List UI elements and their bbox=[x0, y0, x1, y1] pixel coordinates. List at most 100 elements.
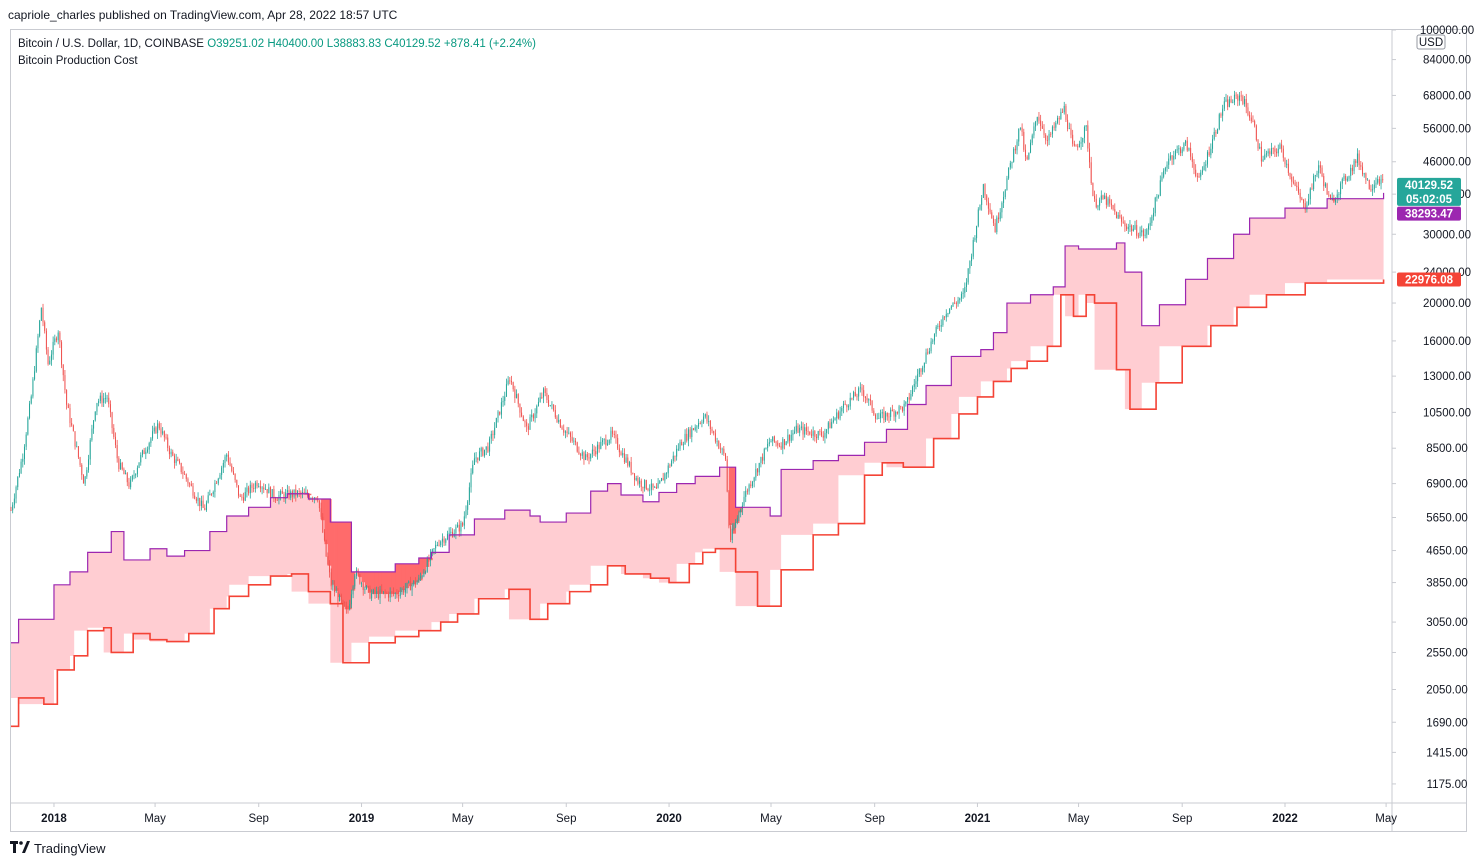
candle-body bbox=[789, 434, 791, 441]
candle-body bbox=[864, 396, 866, 399]
candle-body bbox=[1126, 226, 1128, 230]
candle-body bbox=[725, 453, 727, 460]
x-tick-label: Sep bbox=[864, 813, 884, 825]
candle-body bbox=[650, 483, 652, 490]
candle-body bbox=[258, 486, 260, 487]
candle-body bbox=[273, 489, 275, 499]
candle-body bbox=[1089, 148, 1091, 163]
candle-body bbox=[1092, 183, 1094, 197]
candle-body bbox=[1097, 205, 1099, 208]
candle-body bbox=[617, 437, 619, 449]
candle-body bbox=[305, 492, 307, 493]
candle-body bbox=[1262, 159, 1264, 162]
candle-body bbox=[72, 425, 74, 432]
candle-body bbox=[618, 448, 620, 453]
candle-body bbox=[986, 195, 988, 202]
candle-body bbox=[1036, 117, 1038, 122]
candle-body bbox=[162, 431, 164, 434]
candle-body bbox=[778, 445, 780, 447]
candle-body bbox=[460, 523, 462, 532]
candle-body bbox=[923, 362, 925, 368]
candle-body bbox=[922, 367, 924, 372]
footer-brand[interactable]: TradingView bbox=[10, 841, 106, 856]
y-tick-label: 1175.00 bbox=[1427, 779, 1468, 791]
y-tick-label: 8500.00 bbox=[1426, 443, 1468, 455]
candle-body bbox=[954, 302, 956, 304]
candle-body bbox=[1031, 135, 1033, 143]
candle-body bbox=[1161, 176, 1163, 181]
candle-body bbox=[979, 204, 981, 210]
cost-below-price-fill bbox=[408, 563, 413, 587]
candle-body bbox=[598, 444, 600, 449]
candle-body bbox=[1382, 179, 1384, 181]
candle-body bbox=[787, 434, 789, 442]
candle-body bbox=[660, 478, 662, 482]
candle-body bbox=[89, 440, 91, 460]
footer-brand-text: TradingView bbox=[34, 841, 106, 856]
candle-body bbox=[1136, 225, 1138, 236]
candle-body bbox=[1365, 173, 1367, 180]
candle-body bbox=[534, 413, 536, 419]
candle-body bbox=[94, 411, 96, 421]
cost-below-price-fill bbox=[422, 558, 426, 574]
y-tick-label: 84000.00 bbox=[1423, 55, 1471, 67]
candle-body bbox=[659, 481, 661, 484]
candle-body bbox=[489, 438, 491, 452]
cost-below-price-fill bbox=[344, 522, 349, 610]
candle-body bbox=[480, 448, 482, 452]
candle-body bbox=[1233, 94, 1235, 103]
publisher-caption: capriole_charles published on TradingVie… bbox=[8, 8, 398, 22]
candle-body bbox=[1068, 128, 1070, 130]
candle-body bbox=[984, 184, 986, 196]
candle-body bbox=[802, 426, 804, 435]
candle-body bbox=[32, 379, 34, 397]
candle-body bbox=[927, 352, 929, 354]
candle-body bbox=[1127, 226, 1129, 230]
candle-body bbox=[686, 433, 688, 441]
candle-body bbox=[839, 411, 841, 419]
candle-body bbox=[96, 403, 98, 412]
candle-body bbox=[667, 465, 669, 474]
candle-body bbox=[1375, 182, 1377, 185]
candle-body bbox=[500, 402, 502, 415]
candle-body bbox=[955, 303, 957, 305]
candle-body bbox=[485, 446, 487, 450]
chart-frame bbox=[10, 29, 1467, 832]
candle-body bbox=[913, 384, 915, 387]
cost-below-price-fill bbox=[735, 507, 740, 524]
candle-body bbox=[708, 420, 710, 422]
legend-indicator[interactable]: Bitcoin Production Cost bbox=[18, 55, 138, 67]
legend-symbol[interactable]: Bitcoin / U.S. Dollar, 1D, COINBASE bbox=[18, 38, 204, 50]
candle-body bbox=[82, 475, 84, 484]
candle-body bbox=[179, 460, 181, 464]
candle-body bbox=[1353, 160, 1355, 172]
candle-body bbox=[1001, 202, 1003, 213]
candle-body bbox=[622, 453, 624, 456]
candle-body bbox=[15, 487, 17, 499]
candle-body bbox=[885, 412, 887, 421]
candle-body bbox=[172, 451, 174, 456]
candle-body bbox=[657, 483, 659, 489]
candle-body bbox=[416, 581, 418, 585]
candle-body bbox=[467, 501, 469, 510]
candle-body bbox=[873, 410, 875, 415]
candle-body bbox=[1046, 140, 1048, 141]
candle-body bbox=[558, 419, 560, 423]
last-price-label-box bbox=[1397, 177, 1461, 206]
candle-body bbox=[819, 431, 821, 432]
candle-body bbox=[165, 437, 167, 439]
candle-body bbox=[355, 570, 357, 576]
candle-body bbox=[275, 498, 277, 501]
y-tick-label: 56000.00 bbox=[1423, 123, 1471, 135]
candle-body bbox=[332, 585, 334, 587]
candle-body bbox=[421, 576, 423, 578]
candle-body bbox=[637, 477, 639, 484]
candle-body bbox=[947, 313, 949, 315]
candle-body bbox=[433, 548, 435, 550]
candle-body bbox=[571, 436, 573, 441]
cost-below-price-fill bbox=[732, 467, 737, 534]
candle-body bbox=[543, 388, 545, 398]
y-tick-label: 5650.00 bbox=[1426, 512, 1468, 524]
candle-body bbox=[337, 591, 339, 602]
